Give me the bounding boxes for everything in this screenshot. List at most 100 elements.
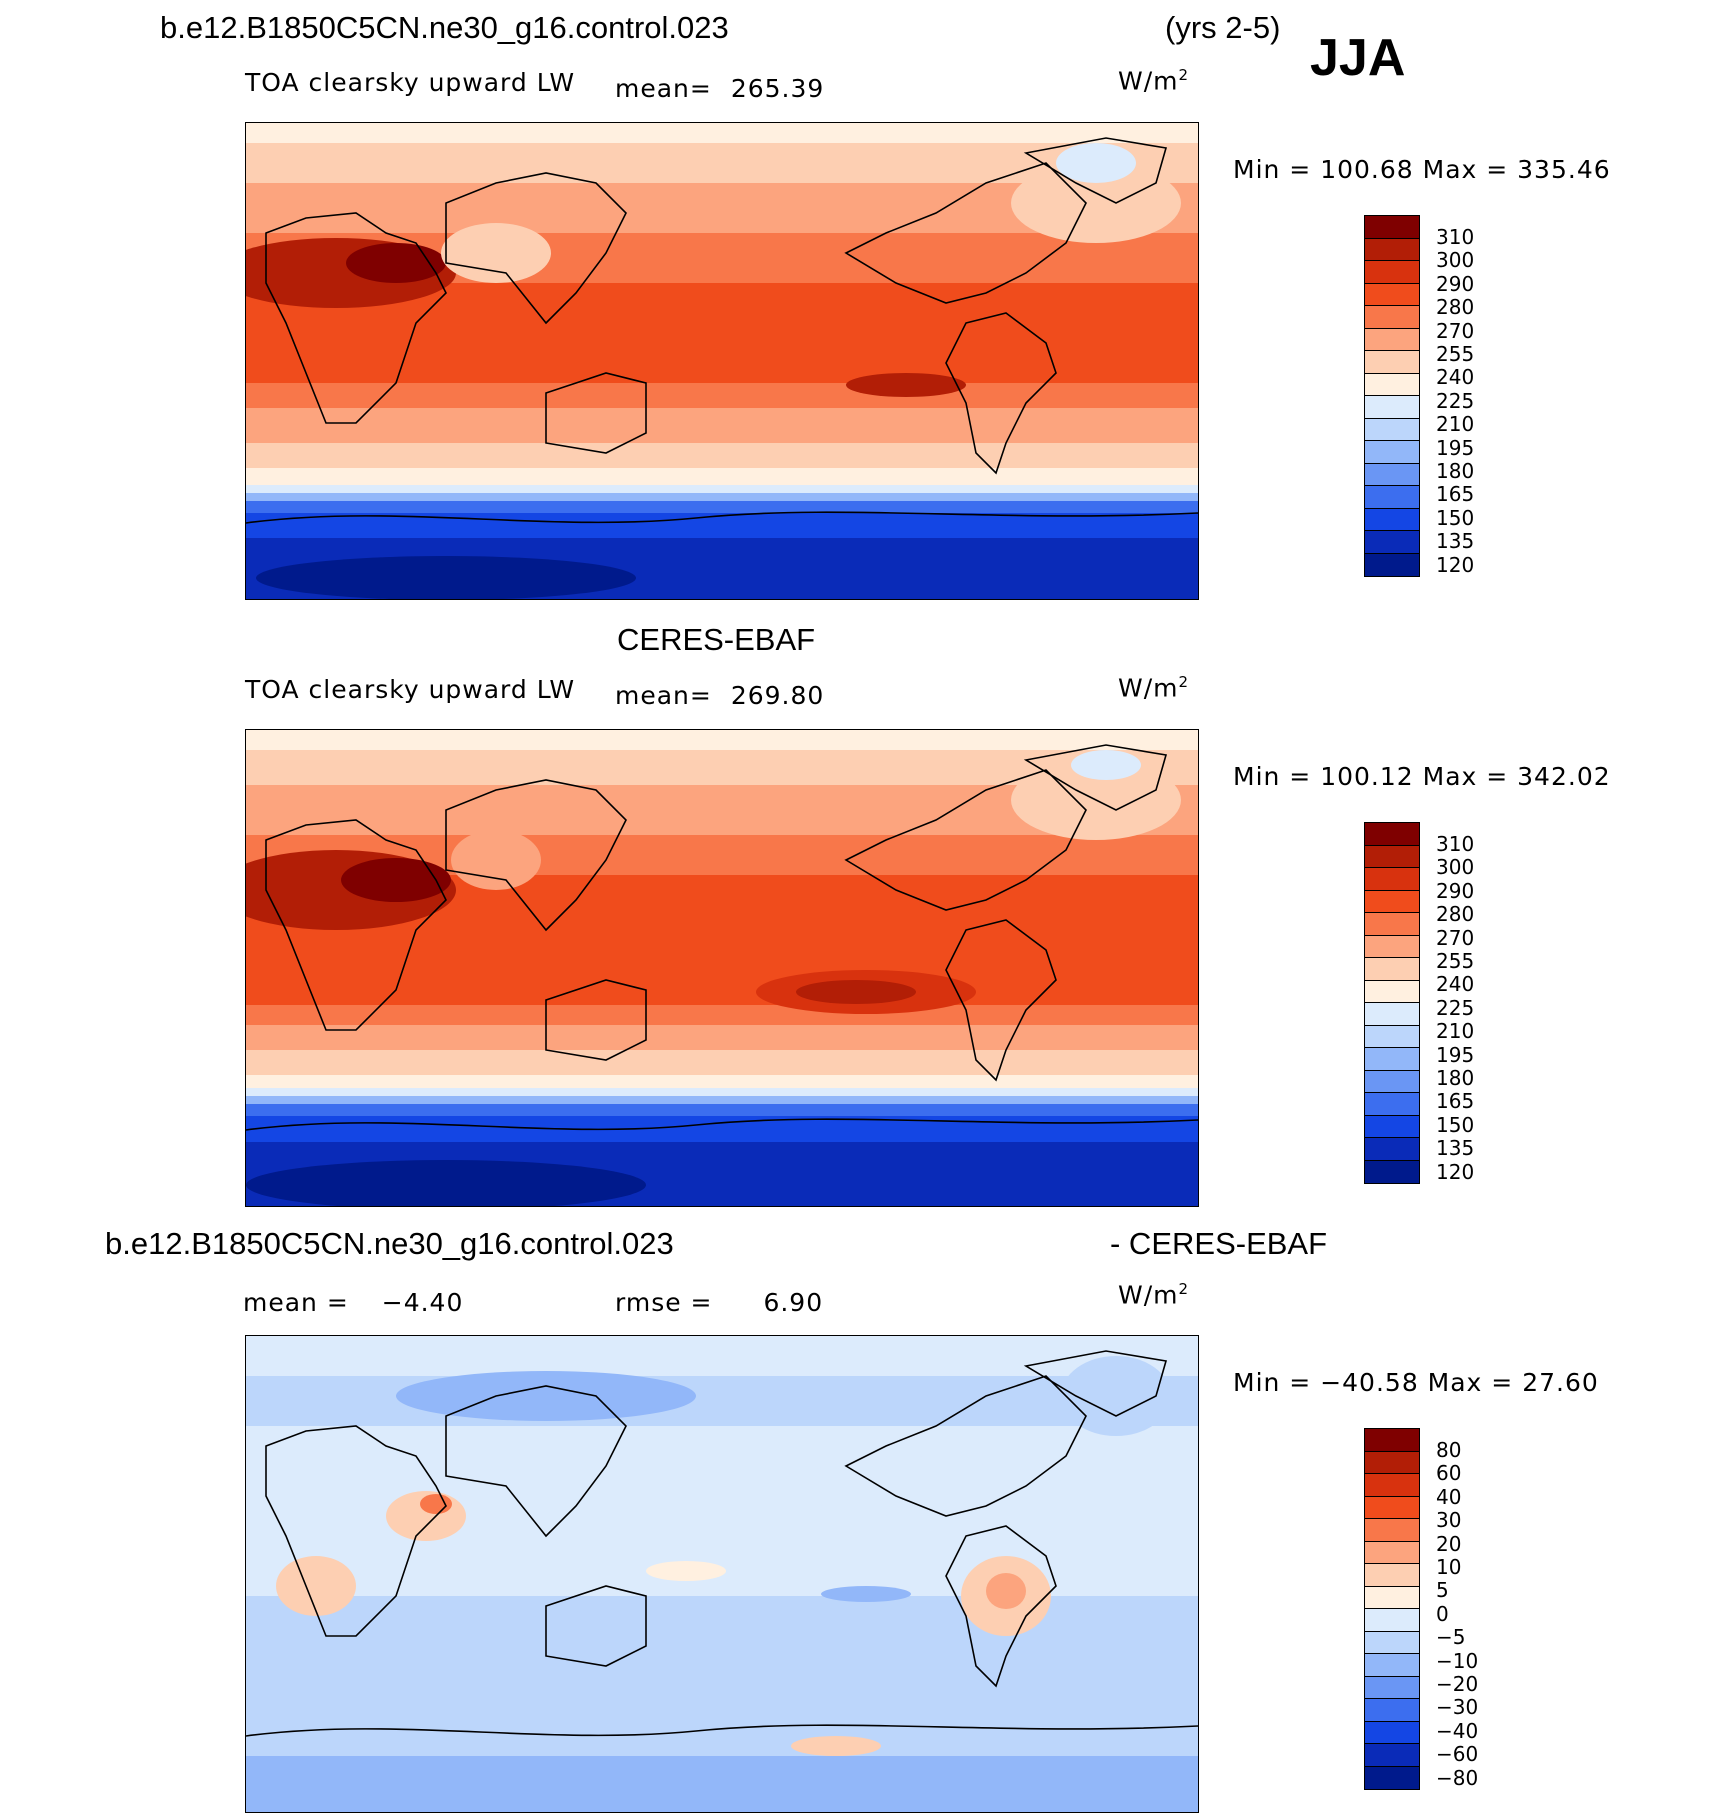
panel3-title-left: b.e12.B1850C5CN.ne30_g16.control.023 [105, 1226, 674, 1261]
colorbar-label: 310 [1436, 832, 1475, 856]
panel3-colorbar-seg [1365, 1744, 1419, 1767]
panel3-colorbar-seg [1365, 1586, 1419, 1609]
colorbar-label: 240 [1436, 365, 1475, 390]
colorbar-label: 270 [1436, 925, 1475, 950]
colorbar-label: 0 [1436, 1601, 1449, 1626]
colorbar-label: −10 [1436, 1648, 1479, 1673]
panel3-colorbar-seg [1365, 1699, 1419, 1722]
colorbar-label: 225 [1436, 388, 1475, 413]
panel3-units-exp: 2 [1178, 1280, 1190, 1298]
colorbar-label: 60 [1436, 1461, 1462, 1486]
colorbar-label: 300 [1436, 248, 1475, 273]
colorbar-label: −60 [1436, 1742, 1479, 1767]
panel1-colorbar-seg [1365, 553, 1419, 576]
panel2-colorbar-seg [1365, 1138, 1419, 1161]
panel2-colorbar-seg [1365, 1115, 1419, 1138]
panel3-colorbar-seg [1365, 1676, 1419, 1699]
panel2-colorbar-seg [1365, 845, 1419, 868]
colorbar-label: 240 [1436, 972, 1475, 997]
colorbar-label: 270 [1436, 318, 1475, 343]
panel2-colorbar-seg [1365, 1003, 1419, 1026]
panel1-colorbar-seg [1365, 508, 1419, 531]
panel3-map [245, 1335, 1199, 1813]
colorbar-label: 20 [1436, 1531, 1462, 1556]
colorbar-label: 290 [1436, 878, 1475, 903]
panel3-rmse-label: rmse = [615, 1288, 713, 1317]
colorbar-label: 165 [1436, 482, 1475, 507]
panel1-colorbar-seg [1365, 283, 1419, 306]
panel2-map-svg [246, 730, 1198, 1206]
panel2-variable: TOA clearsky upward LW [245, 675, 576, 704]
panel3-colorbar-seg [1365, 1564, 1419, 1587]
colorbar-label: 225 [1436, 995, 1475, 1020]
colorbar-label: 150 [1436, 1112, 1475, 1137]
panel2-colorbar-seg [1365, 913, 1419, 936]
panel3-mean: mean = −4.40 [243, 1288, 463, 1317]
panel3-minmax: Min = −40.58 Max = 27.60 [1233, 1368, 1599, 1397]
panel2-colorbar-seg [1365, 1160, 1419, 1183]
panel2-mean-value: 269.80 [730, 681, 825, 710]
colorbar-label: 180 [1436, 459, 1475, 483]
panel2-colorbar-seg [1365, 935, 1419, 958]
colorbar-label: 40 [1436, 1484, 1462, 1509]
panel3-rmse: rmse = 6.90 [615, 1288, 823, 1317]
colorbar-label: 135 [1436, 1136, 1475, 1161]
panel1-mean: mean= 265.39 [615, 74, 824, 103]
panel1-colorbar-seg [1365, 306, 1419, 329]
panel1-colorbar [1364, 215, 1420, 577]
panel3-title-right: - CERES-EBAF [1110, 1226, 1328, 1261]
panel2-mean: mean= 269.80 [615, 681, 824, 710]
colorbar-label: 210 [1436, 1019, 1475, 1044]
panel3-colorbar-seg [1365, 1609, 1419, 1632]
colorbar-label: 30 [1436, 1508, 1462, 1533]
panel1-units: W/m2 [1118, 66, 1189, 95]
panel3-colorbar-seg [1365, 1519, 1419, 1542]
panel3-colorbar-seg [1365, 1654, 1419, 1677]
colorbar-label: 10 [1436, 1555, 1462, 1579]
panel3-units: W/m2 [1118, 1280, 1189, 1309]
panel1-colorbar-seg [1365, 238, 1419, 261]
panel2-colorbar-seg [1365, 868, 1419, 891]
colorbar-label: 300 [1436, 855, 1475, 880]
colorbar-label: 255 [1436, 342, 1475, 366]
panel1-colorbar-seg [1365, 531, 1419, 554]
colorbar-label: 120 [1436, 1159, 1475, 1184]
panel3-mean-value: −4.40 [381, 1288, 464, 1317]
panel1-mean-label: mean= [615, 74, 712, 103]
panel1-minmax: Min = 100.68 Max = 335.46 [1233, 155, 1611, 184]
panel1-units-exp: 2 [1178, 66, 1190, 84]
panel2-colorbar-seg [1365, 958, 1419, 981]
colorbar-label: −20 [1436, 1672, 1479, 1696]
panel3-units-text: W/m [1118, 1280, 1179, 1310]
colorbar-label: 120 [1436, 552, 1475, 577]
panel1-colorbar-seg [1365, 261, 1419, 284]
panel1-colorbar-seg [1365, 351, 1419, 374]
panel3-colorbar-seg [1365, 1496, 1419, 1519]
panel1-map [245, 122, 1199, 600]
panel2-colorbar-seg [1365, 890, 1419, 913]
panel1-colorbar-seg [1365, 373, 1419, 396]
panel2-title: CERES-EBAF [617, 622, 816, 657]
panel2-colorbar-seg [1365, 1070, 1419, 1093]
panel3-map-svg [246, 1336, 1198, 1812]
colorbar-label: 310 [1436, 225, 1475, 249]
panel3-colorbar-seg [1365, 1451, 1419, 1474]
colorbar-label: −30 [1436, 1695, 1479, 1720]
colorbar-label: −80 [1436, 1765, 1479, 1790]
panel3-colorbar [1364, 1428, 1420, 1790]
panel1-colorbar-seg [1365, 463, 1419, 486]
panel2-map [245, 729, 1199, 1207]
colorbar-label: 280 [1436, 902, 1475, 927]
colorbar-label: 5 [1436, 1578, 1449, 1603]
panel1-colorbar-seg [1365, 441, 1419, 464]
panel1-mean-value: 265.39 [730, 74, 825, 103]
panel3-mean-label: mean = [243, 1288, 349, 1317]
panel3-rmse-value: 6.90 [763, 1288, 824, 1317]
panel1-colorbar-seg [1365, 216, 1419, 239]
colorbar-label: 135 [1436, 529, 1475, 554]
colorbar-label: 290 [1436, 271, 1475, 296]
panel1-colorbar-seg [1365, 396, 1419, 419]
colorbar-label: −40 [1436, 1718, 1479, 1743]
panel1-map-svg [246, 123, 1198, 599]
panel1-colorbar-seg [1365, 418, 1419, 441]
